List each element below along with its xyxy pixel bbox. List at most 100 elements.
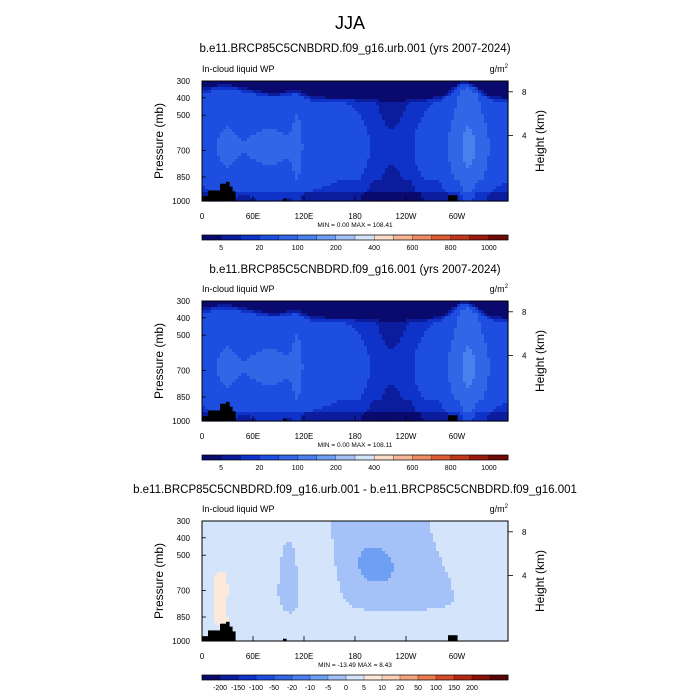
contour-cell <box>388 153 392 157</box>
contour-cell <box>283 108 287 112</box>
contour-cell <box>490 90 494 94</box>
contour-cell <box>253 132 257 136</box>
contour-cell <box>382 84 386 88</box>
contour-cell <box>370 141 374 145</box>
contour-cell <box>439 135 443 139</box>
contour-cell <box>280 84 284 88</box>
contour-cell <box>262 90 266 94</box>
contour-cell <box>439 81 443 85</box>
contour-cell <box>433 96 437 100</box>
contour-cell <box>388 120 392 124</box>
contour-cell <box>454 132 458 136</box>
contour-cell <box>424 150 428 154</box>
contour-cell <box>391 87 395 91</box>
contour-cell <box>340 132 344 136</box>
contour-cell <box>364 102 368 106</box>
contour-cell <box>397 105 401 109</box>
contour-cell <box>352 120 356 124</box>
contour-cell <box>424 96 428 100</box>
contour-cell <box>388 129 392 133</box>
contour-cell <box>361 96 365 100</box>
contour-cell <box>367 84 371 88</box>
contour-cell <box>391 132 395 136</box>
contour-cell <box>265 141 269 145</box>
contour-cell <box>265 102 269 106</box>
contour-cell <box>460 96 464 100</box>
contour-cell <box>271 111 275 115</box>
contour-cell <box>220 114 224 118</box>
contour-cell <box>493 147 497 151</box>
contour-cell <box>469 87 473 91</box>
contour-cell <box>445 96 449 100</box>
contour-cell <box>262 96 266 100</box>
contour-cell <box>313 141 317 145</box>
contour-cell <box>235 135 239 139</box>
contour-cell <box>361 126 365 130</box>
contour-cell <box>331 129 335 133</box>
contour-cell <box>409 120 413 124</box>
contour-cell <box>211 126 215 130</box>
contour-cell <box>481 90 485 94</box>
contour-cell <box>376 120 380 124</box>
contour-cell <box>427 126 431 130</box>
contour-cell <box>454 84 458 88</box>
contour-cell <box>205 120 209 124</box>
contour-cell <box>316 96 320 100</box>
contour-cell <box>307 135 311 139</box>
contour-cell <box>277 138 281 142</box>
contour-cell <box>220 123 224 127</box>
contour-cell <box>295 96 299 100</box>
contour-cell <box>478 87 482 91</box>
contour-cell <box>472 126 476 130</box>
contour-cell <box>493 96 497 100</box>
contour-cell <box>322 123 326 127</box>
contour-cell <box>457 120 461 124</box>
contour-cell <box>268 111 272 115</box>
contour-cell <box>325 93 329 97</box>
contour-cell <box>259 153 263 157</box>
contour-cell <box>406 93 410 97</box>
contour-cell <box>442 96 446 100</box>
contour-cell <box>397 108 401 112</box>
contour-cell <box>490 126 494 130</box>
contour-cell <box>457 141 461 145</box>
contour-cell <box>472 129 476 133</box>
contour-cell <box>235 93 239 97</box>
contour-cell <box>379 138 383 142</box>
contour-cell <box>451 144 455 148</box>
contour-cell <box>298 135 302 139</box>
contour-cell <box>232 132 236 136</box>
contour-cell <box>286 114 290 118</box>
contour-cell <box>388 123 392 127</box>
contour-cell <box>346 105 350 109</box>
contour-cell <box>238 135 242 139</box>
contour-cell <box>433 111 437 115</box>
contour-cell <box>472 123 476 127</box>
contour-cell <box>268 141 272 145</box>
contour-cell <box>220 126 224 130</box>
contour-cell <box>373 150 377 154</box>
contour-cell <box>289 96 293 100</box>
contour-cell <box>490 102 494 106</box>
contour-cell <box>424 108 428 112</box>
y-tick-label: 500 <box>177 111 191 120</box>
contour-cell <box>331 117 335 121</box>
contour-cell <box>262 156 266 160</box>
contour-cell <box>460 99 464 103</box>
x-tick-label: 0 <box>200 212 205 221</box>
contour-cell <box>301 150 305 154</box>
contour-cell <box>325 84 329 88</box>
contour-cell <box>493 81 497 85</box>
contour-cell <box>265 114 269 118</box>
contour-cell <box>316 108 320 112</box>
contour-cell <box>361 99 365 103</box>
contour-cell <box>412 123 416 127</box>
contour-cell <box>352 81 356 85</box>
contour-cell <box>265 153 269 157</box>
contour-cell <box>484 138 488 142</box>
contour-cell <box>232 147 236 151</box>
contour-cell <box>478 93 482 97</box>
contour-cell <box>208 108 212 112</box>
contour-cell <box>241 108 245 112</box>
contour-cell <box>286 84 290 88</box>
